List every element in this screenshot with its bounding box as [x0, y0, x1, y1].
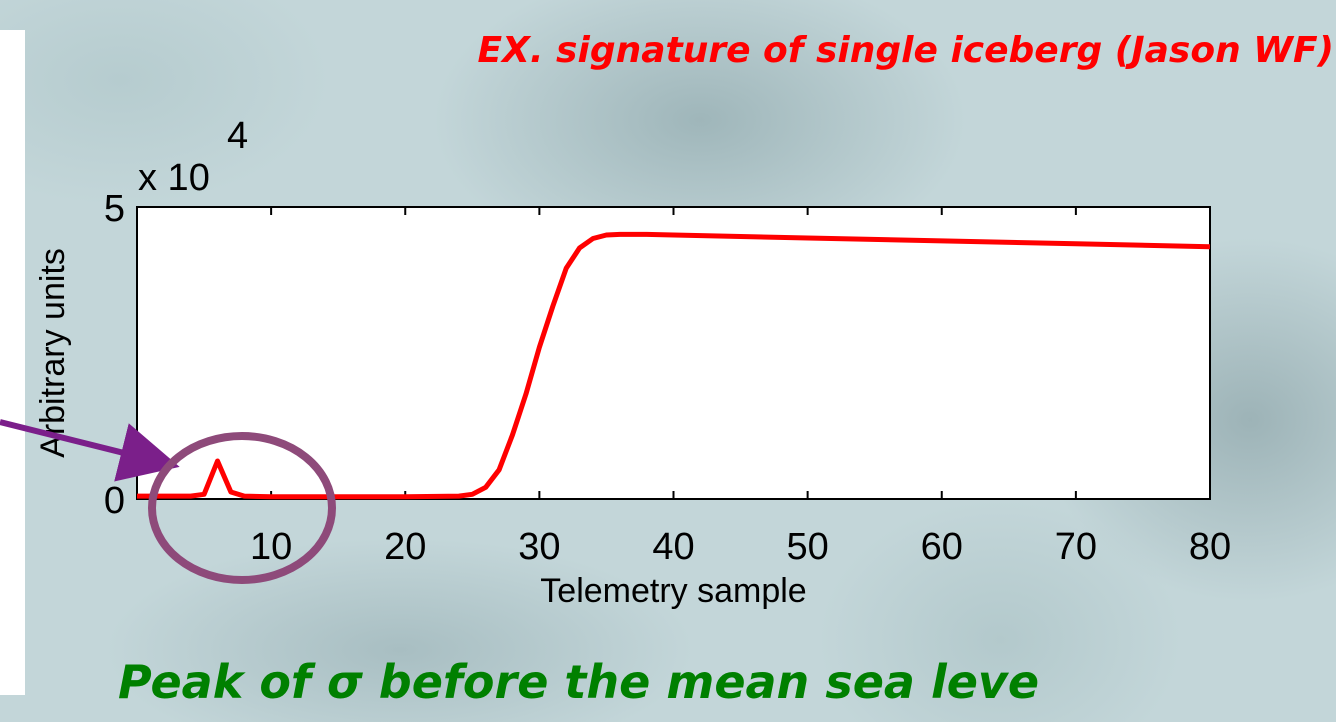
annotation-arrow — [0, 419, 180, 482]
x-tick-label-10: 10 — [250, 526, 292, 568]
x-tick-label-50: 50 — [786, 526, 828, 568]
slide-caption: Peak of σ before the mean sea leve — [118, 655, 1040, 709]
plot-area — [136, 206, 1211, 500]
y-tick-label-5: 5 — [104, 188, 125, 230]
x-tick-label-20: 20 — [384, 526, 426, 568]
y-axis-label: Arbitrary units — [34, 248, 72, 458]
x-tick-label-80: 80 — [1189, 526, 1231, 568]
y-tick-labels: 05 — [104, 188, 125, 522]
series-line-0 — [137, 231, 1211, 500]
y-axis-ticks — [137, 206, 1210, 500]
x-axis-label: Telemetry sample — [540, 572, 806, 610]
x-tick-label-40: 40 — [652, 526, 694, 568]
x-tick-labels: 10 20 30 40 50 60 70 80 — [250, 526, 1231, 568]
left-white-panel — [0, 30, 25, 695]
y-multiplier-base: x 10 — [138, 157, 210, 199]
series-group — [136, 231, 1211, 500]
y-multiplier-exponent: 4 — [227, 115, 248, 157]
x-tick-label-60: 60 — [921, 526, 963, 568]
x-tick-label-30: 30 — [518, 526, 560, 568]
highlight-circle — [148, 432, 336, 584]
slide-title: EX. signature of single iceberg (Jason W… — [477, 30, 1335, 71]
x-tick-label-70: 70 — [1055, 526, 1097, 568]
y-tick-label-0: 0 — [104, 480, 125, 522]
